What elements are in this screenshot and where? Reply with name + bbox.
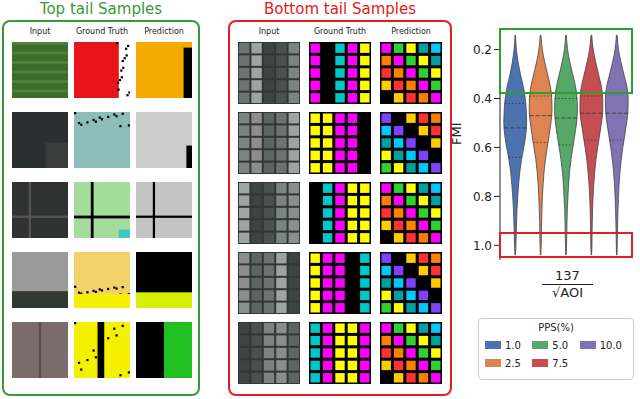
- html-text:Prediction: Prediction: [391, 27, 431, 36]
- svg-text:0.6: 0.6: [473, 141, 492, 155]
- html-text:Input: Input: [258, 27, 280, 36]
- html-text:Ground Truth: Ground Truth: [75, 27, 129, 36]
- html-text:√AOI: √AOI: [552, 285, 583, 300]
- svg-text:0.2: 0.2: [473, 43, 492, 57]
- svg-text:0.8: 0.8: [473, 190, 492, 204]
- html-text:Ground Truth: Ground Truth: [313, 27, 367, 36]
- html-text:10.0: 10.0: [599, 339, 622, 351]
- html-text:Bottom tail Samples: Bottom tail Samples: [264, 0, 416, 18]
- html-text:1.0: 1.0: [505, 339, 521, 351]
- html-text:137: 137: [555, 268, 580, 283]
- html-text:PPS(%): PPS(%): [538, 322, 574, 333]
- html-text:Top tail Samples: Top tail Samples: [39, 0, 163, 18]
- html-text:Prediction: Prediction: [144, 27, 184, 36]
- html-text:7.5: 7.5: [552, 357, 569, 369]
- svg-text:FMI: FMI: [452, 122, 464, 145]
- svg-text:0.4: 0.4: [473, 92, 492, 106]
- html-text:2.5: 2.5: [505, 357, 521, 369]
- svg-text:1.0: 1.0: [473, 239, 492, 253]
- html-text:Input: Input: [29, 27, 51, 36]
- html-text:5.0: 5.0: [552, 339, 569, 351]
